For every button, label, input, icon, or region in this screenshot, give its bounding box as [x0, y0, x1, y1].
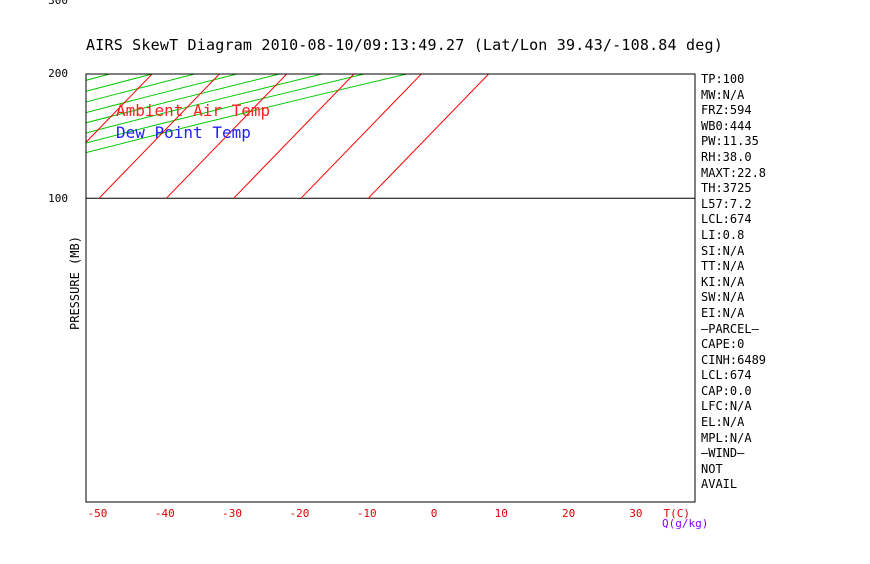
dry-adiabat: [0, 0, 468, 198]
stat-item: TH:3725: [701, 181, 752, 196]
bottom-temp-tick: -20: [289, 507, 309, 520]
dry-adiabat: [0, 0, 332, 198]
bottom-temp-tick: -30: [222, 507, 242, 520]
dry-adiabat: [0, 0, 127, 198]
y-axis-title: PRESSURE (MB): [68, 236, 82, 330]
stat-item: L57:7.2: [701, 196, 752, 211]
dewpoint-profile: [0, 0, 400, 198]
stat-item: LCL:674: [701, 212, 752, 227]
bottom-temp-tick: 0: [431, 507, 438, 520]
temp-unit-label: T(C): [664, 507, 691, 520]
dry-adiabat: [0, 0, 264, 198]
temperature-profile: [0, 0, 542, 198]
bottom-temp-tick: 10: [495, 507, 508, 520]
stat-item: MPL:N/A: [701, 430, 752, 445]
stat-item: EL:N/A: [701, 415, 745, 430]
mixing-ratio-unit: Q(g/kg): [662, 517, 708, 530]
moist-adiabat: [0, 0, 671, 125]
stat-item: MW:N/A: [701, 87, 745, 102]
pressure-tick-label: 200: [48, 67, 68, 80]
bottom-temp-tick: 20: [562, 507, 575, 520]
stat-item: NOT: [701, 461, 723, 476]
stat-item: TP:100: [701, 72, 745, 86]
bottom-temp-tick: -40: [155, 507, 175, 520]
stat-item: CINH:6489: [701, 352, 767, 367]
legend-dewpoint: Dew Point Temp: [116, 123, 251, 142]
isotherm: [166, 74, 288, 199]
isotherm: [0, 0, 39, 198]
stat-item: KI:N/A: [701, 274, 745, 289]
stat-item: PW:11.35: [701, 134, 759, 149]
stat-item: SI:N/A: [701, 243, 745, 258]
stat-item: EI:N/A: [701, 305, 745, 320]
dry-adiabat: [0, 0, 400, 198]
isotherm: [300, 74, 423, 199]
bottom-temp-tick: -10: [357, 507, 377, 520]
stat-item: CAPE:0: [701, 337, 745, 352]
dry-adiabat: [0, 0, 673, 198]
bottom-temp-tick: 30: [629, 507, 642, 520]
pressure-tick-label: 300: [48, 0, 68, 7]
stat-item: —WIND—: [701, 446, 745, 461]
moist-adiabat: [0, 0, 564, 125]
chart-lines: [0, 0, 810, 199]
isotherm: [98, 74, 221, 199]
stat-item: WB0:444: [701, 118, 752, 133]
legend-ambient: Ambient Air Temp: [116, 101, 271, 120]
stat-item: CAP:0.0: [701, 383, 752, 398]
dry-adiabat: [0, 0, 537, 198]
dry-adiabat: [0, 0, 59, 198]
isotherm: [0, 0, 173, 198]
stat-item: TT:N/A: [701, 259, 745, 274]
stat-item: MAXT:22.8: [701, 165, 767, 180]
stat-item: AVAIL: [701, 477, 738, 492]
stat-item: LFC:N/A: [701, 399, 752, 414]
dry-adiabat: [0, 0, 741, 198]
isotherm: [0, 0, 106, 198]
stat-item: SW:N/A: [701, 290, 745, 305]
chart-title: AIRS SkewT Diagram 2010-08-10/09:13:49.2…: [86, 36, 723, 54]
bottom-temp-tick: -50: [88, 507, 108, 520]
stat-item: —PARCEL—: [701, 321, 759, 336]
isotherm: [0, 0, 241, 198]
stats-panel: TP:100 MW:N/A FRZ:594 WB0:444 PW:11.35 RH:38.…: [701, 72, 791, 493]
moist-adiabat: [0, 0, 617, 125]
stat-item: FRZ:594: [701, 103, 752, 118]
isotherm: [0, 0, 375, 198]
plot-frame: [85, 73, 696, 503]
dry-adiabat: [0, 0, 810, 198]
isotherm: [367, 74, 490, 199]
pressure-tick-label: 100: [48, 192, 68, 205]
isotherm: [86, 74, 153, 143]
moist-adiabat: [0, 0, 591, 125]
stat-item: RH:38.0: [701, 149, 752, 164]
stat-item: LI:0.8: [701, 227, 745, 242]
isotherm: [233, 74, 355, 199]
stat-item: LCL:674: [701, 368, 752, 383]
